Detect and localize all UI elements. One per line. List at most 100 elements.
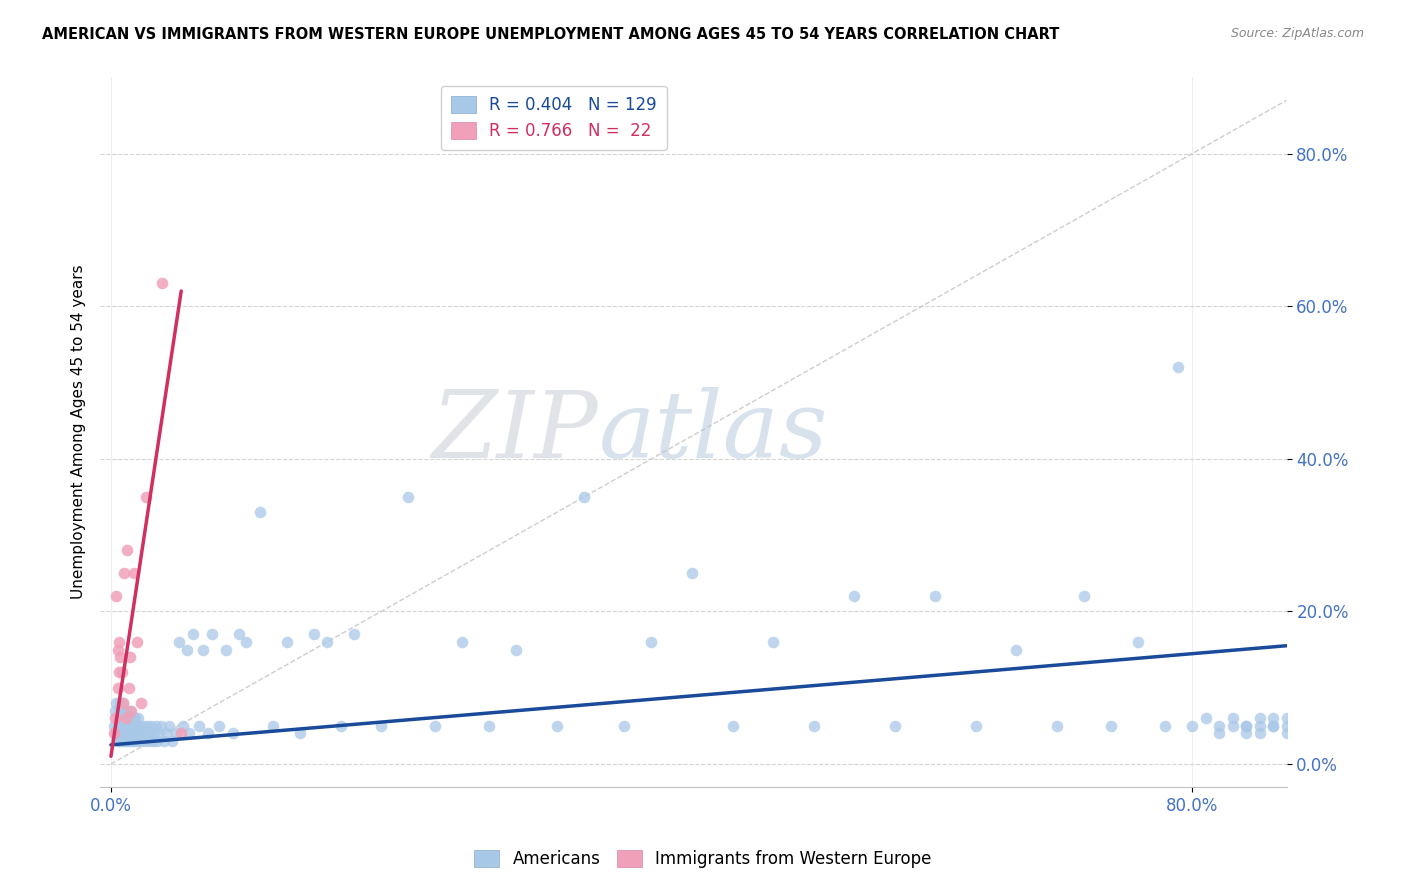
Point xyxy=(125,635,148,649)
Point xyxy=(135,726,157,740)
Text: Source: ZipAtlas.com: Source: ZipAtlas.com xyxy=(1230,27,1364,40)
Point xyxy=(114,566,136,581)
Point xyxy=(127,711,149,725)
Point xyxy=(179,726,201,740)
Point xyxy=(120,704,142,718)
Point xyxy=(136,719,159,733)
Point xyxy=(883,719,905,733)
Point xyxy=(125,734,148,748)
Point xyxy=(110,711,132,725)
Point xyxy=(505,642,527,657)
Point xyxy=(107,711,129,725)
Point xyxy=(108,719,131,733)
Point xyxy=(197,726,219,740)
Point xyxy=(276,635,298,649)
Point xyxy=(117,711,139,725)
Point xyxy=(681,566,703,581)
Point xyxy=(115,726,138,740)
Point xyxy=(111,726,134,740)
Point xyxy=(125,719,148,733)
Point xyxy=(149,719,172,733)
Point xyxy=(316,635,339,649)
Point xyxy=(329,719,352,733)
Point xyxy=(370,719,392,733)
Point xyxy=(148,726,170,740)
Point xyxy=(924,589,946,603)
Point xyxy=(1222,711,1244,725)
Text: atlas: atlas xyxy=(599,387,828,477)
Point xyxy=(478,719,501,733)
Point xyxy=(1073,589,1095,603)
Point xyxy=(142,734,165,748)
Point xyxy=(103,719,125,733)
Point xyxy=(129,734,152,748)
Point xyxy=(117,734,139,748)
Point xyxy=(114,719,136,733)
Point xyxy=(124,711,146,725)
Point xyxy=(176,642,198,657)
Point xyxy=(131,726,153,740)
Point xyxy=(167,635,190,649)
Point xyxy=(191,642,214,657)
Point xyxy=(152,734,174,748)
Point xyxy=(157,719,180,733)
Point xyxy=(451,635,474,649)
Point xyxy=(183,627,205,641)
Point xyxy=(122,734,145,748)
Point xyxy=(139,726,162,740)
Point xyxy=(114,726,136,740)
Point xyxy=(103,726,125,740)
Point xyxy=(134,734,156,748)
Point xyxy=(572,490,595,504)
Point xyxy=(228,627,250,641)
Point xyxy=(121,726,143,740)
Legend: R = 0.404   N = 129, R = 0.766   N =  22: R = 0.404 N = 129, R = 0.766 N = 22 xyxy=(440,86,666,151)
Point xyxy=(112,696,135,710)
Point xyxy=(127,726,149,740)
Point xyxy=(1249,711,1271,725)
Point xyxy=(1208,726,1230,740)
Point xyxy=(343,627,366,641)
Point xyxy=(1261,711,1284,725)
Point xyxy=(235,635,257,649)
Legend: Americans, Immigrants from Western Europe: Americans, Immigrants from Western Europ… xyxy=(468,843,938,875)
Point xyxy=(1005,642,1028,657)
Point xyxy=(1222,719,1244,733)
Point xyxy=(215,642,238,657)
Point xyxy=(108,704,131,718)
Point xyxy=(145,719,167,733)
Text: ZIP: ZIP xyxy=(432,387,599,477)
Point xyxy=(221,726,243,740)
Point xyxy=(108,635,131,649)
Point xyxy=(115,543,138,558)
Point xyxy=(1275,726,1298,740)
Point xyxy=(613,719,636,733)
Point xyxy=(965,719,987,733)
Point xyxy=(110,734,132,748)
Point xyxy=(107,719,129,733)
Point xyxy=(1208,719,1230,733)
Point xyxy=(114,734,136,748)
Point xyxy=(150,277,173,291)
Point xyxy=(425,719,447,733)
Point xyxy=(141,719,163,733)
Point xyxy=(1249,726,1271,740)
Point xyxy=(115,704,138,718)
Point xyxy=(143,726,166,740)
Point xyxy=(396,490,419,504)
Point xyxy=(132,719,155,733)
Point xyxy=(262,719,284,733)
Point xyxy=(114,704,136,718)
Point xyxy=(122,566,145,581)
Point xyxy=(107,734,129,748)
Point xyxy=(105,589,128,603)
Point xyxy=(122,719,145,733)
Text: AMERICAN VS IMMIGRANTS FROM WESTERN EUROPE UNEMPLOYMENT AMONG AGES 45 TO 54 YEAR: AMERICAN VS IMMIGRANTS FROM WESTERN EURO… xyxy=(42,27,1060,42)
Point xyxy=(128,719,150,733)
Point xyxy=(1261,719,1284,733)
Point xyxy=(721,719,744,733)
Point xyxy=(110,696,132,710)
Point xyxy=(170,726,193,740)
Point xyxy=(1154,719,1177,733)
Point xyxy=(120,719,142,733)
